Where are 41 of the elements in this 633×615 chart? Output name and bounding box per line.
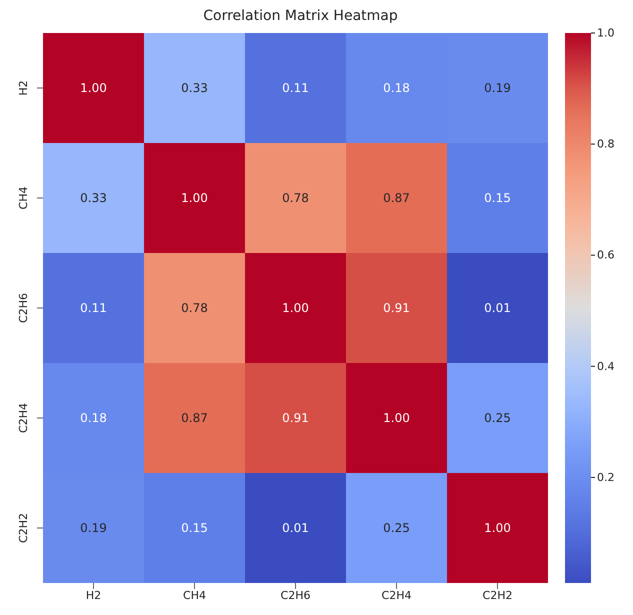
data-label: 0.78 bbox=[181, 301, 208, 315]
data-label: 0.25 bbox=[383, 521, 410, 535]
x-tick-label: C2H6 bbox=[280, 588, 310, 602]
data-label: 0.87 bbox=[181, 411, 208, 425]
y-tick-label: C2H6 bbox=[17, 293, 30, 323]
color-bar-label: 0.4 bbox=[597, 360, 614, 373]
data-label: 0.11 bbox=[282, 81, 309, 95]
data-label: 1.00 bbox=[80, 81, 107, 95]
data-label: 0.15 bbox=[181, 521, 208, 535]
y-tick-label: CH4 bbox=[17, 186, 30, 210]
x-tick-label: CH4 bbox=[183, 588, 206, 602]
data-label: 1.00 bbox=[181, 191, 208, 205]
x-tick-label: H2 bbox=[86, 588, 102, 602]
color-bar-label: 1.0 bbox=[597, 26, 614, 40]
data-label: 0.15 bbox=[484, 191, 511, 205]
data-label: 0.33 bbox=[181, 81, 208, 95]
data-label: 0.91 bbox=[282, 411, 309, 425]
data-label: 0.91 bbox=[383, 301, 410, 315]
data-label: 0.19 bbox=[484, 81, 511, 95]
data-label: 0.01 bbox=[484, 301, 511, 315]
data-label: 0.25 bbox=[484, 411, 511, 425]
data-label: 0.33 bbox=[80, 191, 107, 205]
y-tick-label: C2H4 bbox=[17, 403, 30, 433]
data-label: 0.11 bbox=[80, 301, 107, 315]
y-tick-label: H2 bbox=[17, 80, 30, 96]
data-label: 0.18 bbox=[383, 81, 410, 95]
data-label: 1.00 bbox=[282, 301, 309, 315]
x-tick-label: C2H2 bbox=[482, 588, 512, 602]
color-bar-label: 0.2 bbox=[597, 470, 614, 484]
data-label: 0.87 bbox=[383, 191, 410, 205]
data-label: 0.78 bbox=[282, 191, 309, 205]
y-tick-label: C2H2 bbox=[17, 513, 30, 543]
x-tick-label: C2H4 bbox=[382, 588, 412, 602]
chart-title: Correlation Matrix Heatmap bbox=[202, 8, 399, 26]
data-label: 0.19 bbox=[80, 521, 107, 535]
color-bar-label: 0.6 bbox=[597, 248, 614, 262]
data-label: 0.18 bbox=[80, 411, 107, 425]
data-label: 0.01 bbox=[282, 521, 309, 535]
data-label: 1.00 bbox=[383, 411, 410, 425]
color-bar-label: 0.8 bbox=[597, 138, 614, 151]
data-label: 1.00 bbox=[484, 521, 511, 535]
